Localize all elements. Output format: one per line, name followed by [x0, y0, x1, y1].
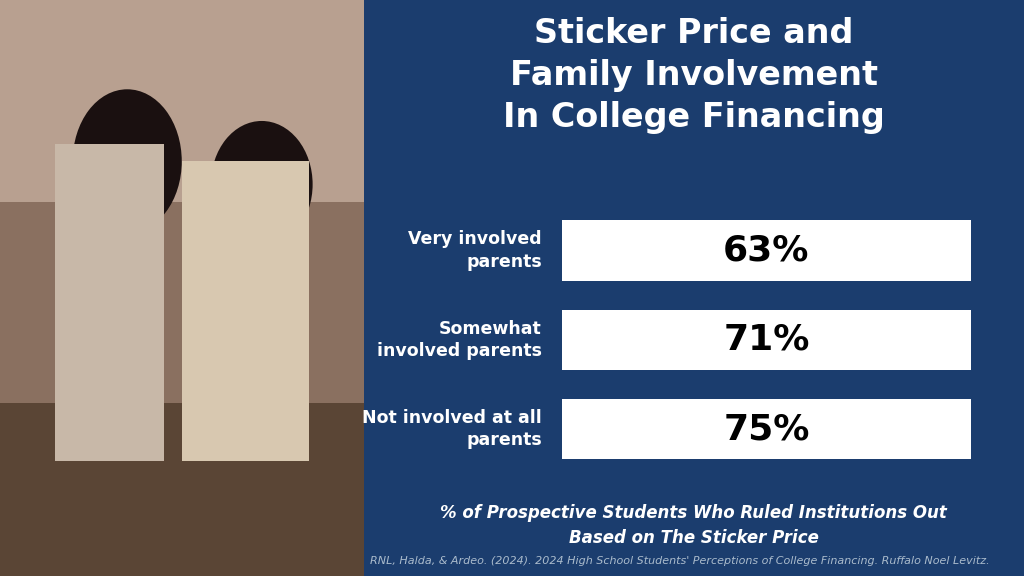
Bar	[0, 403, 364, 576]
Ellipse shape	[211, 121, 312, 248]
FancyBboxPatch shape	[561, 310, 971, 370]
Text: Not involved at all
parents: Not involved at all parents	[362, 409, 542, 449]
FancyBboxPatch shape	[561, 221, 971, 281]
Text: Very involved
parents: Very involved parents	[409, 230, 542, 271]
Text: 63%: 63%	[723, 233, 810, 268]
Bar	[0, 0, 364, 230]
Ellipse shape	[73, 89, 182, 233]
Text: RNL, Halda, & Ardeo. (2024). 2024 High School Students' Perceptions of College F: RNL, Halda, & Ardeo. (2024). 2024 High S…	[370, 556, 990, 566]
Text: Sticker Price and
Family Involvement
In College Financing: Sticker Price and Family Involvement In …	[503, 17, 885, 134]
Bar	[182, 161, 309, 461]
Text: 71%: 71%	[723, 323, 810, 357]
Bar	[0, 202, 364, 432]
Bar	[54, 144, 164, 461]
FancyBboxPatch shape	[561, 399, 971, 460]
Text: Somewhat
involved parents: Somewhat involved parents	[377, 320, 542, 360]
Text: 75%: 75%	[723, 412, 810, 446]
Text: % of Prospective Students Who Ruled Institutions Out
Based on The Sticker Price: % of Prospective Students Who Ruled Inst…	[440, 504, 947, 547]
